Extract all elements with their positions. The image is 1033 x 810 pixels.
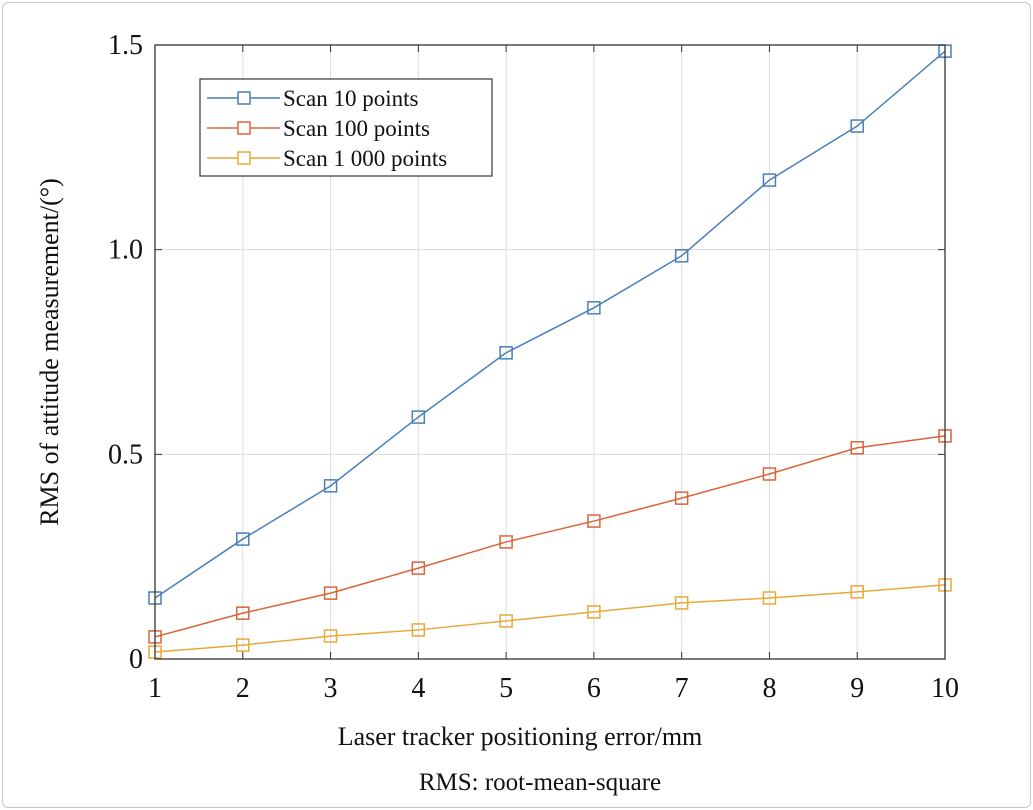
series-group	[148, 44, 952, 659]
x-tick-label: 10	[931, 673, 959, 704]
data-point-marker	[499, 346, 513, 360]
data-point-marker	[850, 119, 864, 133]
legend-label: Scan 10 points	[283, 86, 418, 111]
data-point-marker	[323, 586, 338, 600]
data-point-marker	[762, 467, 777, 481]
data-point-marker	[323, 629, 338, 643]
data-point-marker	[850, 585, 864, 599]
x-tick-label: 1	[148, 673, 162, 704]
ticks: 1 2 3 4 5 6 7 8 9 10 0 0.5 1.0 1.5	[108, 30, 959, 704]
series-line	[154, 50, 946, 599]
data-point-marker	[587, 301, 601, 315]
y-tick-label: 0.5	[108, 439, 143, 470]
y-tick-label: 0	[129, 644, 143, 675]
x-tick-label: 7	[675, 673, 689, 704]
data-point-marker	[236, 606, 250, 620]
data-point-marker	[762, 173, 777, 187]
y-tick-label: 1.0	[108, 235, 143, 266]
data-point-marker	[411, 623, 426, 637]
x-tick-label: 6	[587, 673, 601, 704]
legend-marker	[237, 91, 251, 105]
data-point-marker	[411, 410, 426, 424]
legend-marker	[237, 121, 251, 135]
legend-marker	[237, 151, 251, 165]
data-point-marker	[499, 614, 513, 628]
y-tick-label: 1.5	[108, 30, 143, 61]
data-point-marker	[587, 605, 601, 619]
series-line	[154, 435, 946, 638]
data-point-marker	[236, 532, 250, 546]
legend-label: Scan 1 000 points	[283, 146, 447, 171]
data-point-marker	[236, 638, 250, 652]
data-point-marker	[762, 591, 777, 605]
plot-area-border	[154, 44, 946, 660]
footnote: RMS: root-mean-square	[419, 769, 661, 796]
legend: Scan 10 points Scan 100 points Scan 1 000 …	[199, 78, 493, 177]
x-tick-label: 2	[236, 673, 250, 704]
x-tick-label: 9	[850, 673, 864, 704]
legend-label: Scan 100 points	[283, 116, 430, 141]
y-axis-label: RMS of attitude measurement/(°)	[35, 178, 64, 526]
series-line	[154, 584, 946, 653]
data-point-marker	[323, 479, 338, 493]
data-point-marker	[411, 561, 426, 575]
data-point-marker	[674, 491, 689, 505]
data-point-marker	[850, 441, 864, 455]
data-point-marker	[499, 535, 513, 549]
data-point-marker	[587, 514, 601, 528]
x-tick-label: 3	[324, 673, 338, 704]
x-tick-label: 5	[499, 673, 513, 704]
x-tick-label: 4	[411, 673, 425, 704]
data-point-marker	[674, 249, 689, 263]
x-tick-label: 8	[762, 673, 776, 704]
data-point-marker	[674, 596, 689, 610]
x-axis-label: Laser tracker positioning error/mm	[338, 722, 703, 751]
